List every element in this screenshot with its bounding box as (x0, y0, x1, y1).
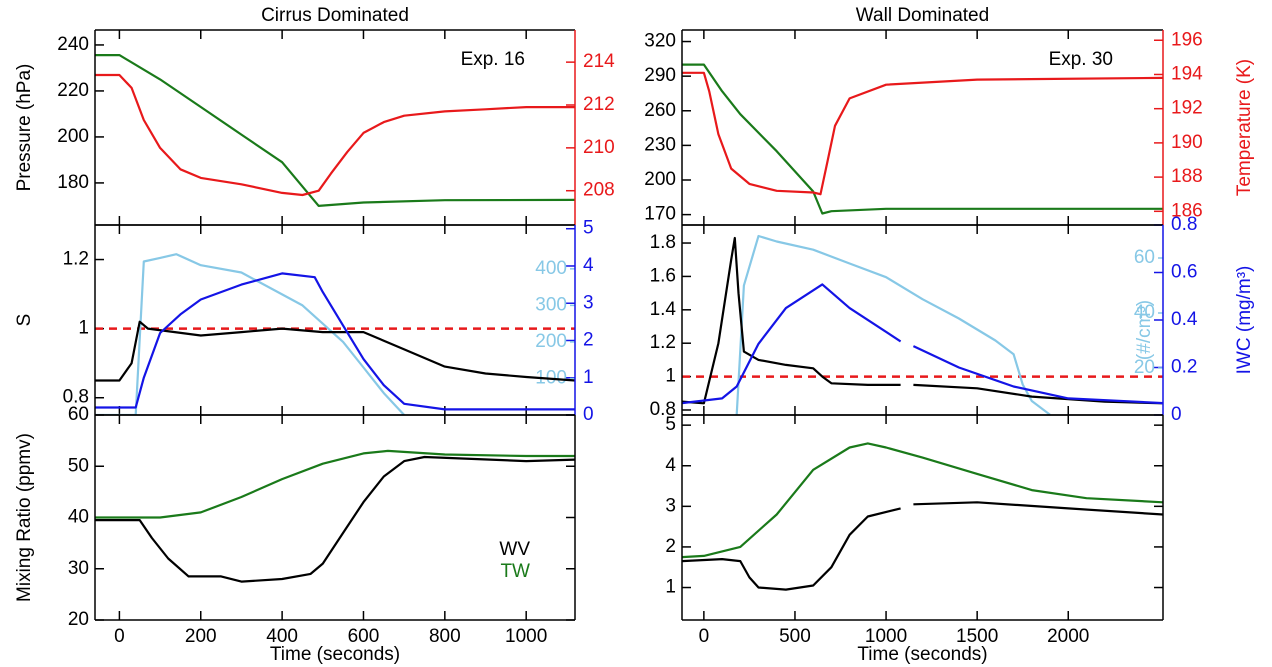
y-tick-label: 30 (68, 558, 89, 579)
y-tick-label: 180 (57, 172, 89, 193)
x-tick-label: 1000 (865, 626, 907, 647)
data-line (682, 501, 1163, 591)
data-line (95, 449, 575, 519)
y-tick-label: 40 (68, 507, 89, 528)
y-tick-label: 170 (644, 204, 676, 225)
x-tick-label: 0 (699, 626, 710, 647)
y-tick-label: 50 (68, 455, 89, 476)
y2-tick-label: 0.8 (1171, 214, 1197, 235)
y-tick-label: 4 (665, 455, 676, 476)
x-tick-label: 400 (266, 626, 298, 647)
y2-tick-label: 0.2 (1171, 357, 1197, 378)
data-line (95, 272, 575, 411)
y2-tick-label: 1 (583, 367, 594, 388)
y2-tick-label: 208 (583, 180, 615, 201)
y-tick-label: 1.4 (650, 299, 677, 320)
y-tick-label: 1.8 (650, 232, 676, 253)
x-tick-label: 1500 (956, 626, 998, 647)
data-line (95, 73, 575, 197)
x-tick-label: 0 (114, 626, 125, 647)
y2-tick-label: 186 (1171, 200, 1203, 221)
y2-tick-label: 0 (583, 404, 594, 425)
data-line (95, 455, 575, 583)
y2-tick-label: 0.4 (1171, 309, 1198, 330)
y-tick-label: 230 (644, 134, 676, 155)
data-line (735, 234, 1051, 415)
y-tick-label: 1.2 (650, 332, 676, 353)
data-line (682, 236, 1163, 405)
y2-tick-label: 4 (583, 255, 594, 276)
y-axis-label: Mixing Ratio (ppmv) (14, 433, 35, 602)
y3-tick-label: 60 (1134, 247, 1155, 268)
y2-axis-label: Temperature (K) (1234, 59, 1255, 196)
y3-axis-label: (#/cm³) (1134, 300, 1155, 360)
y-tick-label: 220 (57, 80, 89, 101)
y-axis-label: Pressure (hPa) (14, 64, 35, 192)
data-line (682, 442, 1163, 559)
legend-entry: TW (500, 561, 530, 582)
x-tick-label: 200 (185, 626, 217, 647)
data-line (682, 63, 1163, 215)
y-tick-label: 200 (644, 169, 676, 190)
y2-tick-label: 190 (1171, 132, 1203, 153)
x-tick-label: 1000 (505, 626, 547, 647)
x-tick-label: 2000 (1047, 626, 1089, 647)
x-axis-label: Time (seconds) (857, 644, 987, 665)
annotation: Exp. 30 (1049, 49, 1113, 70)
y2-tick-label: 0 (1171, 404, 1182, 425)
y3-tick-label: 300 (535, 294, 567, 315)
y-tick-label: 1 (665, 366, 676, 387)
y-tick-label: 1.2 (63, 249, 89, 270)
y-tick-label: 1 (78, 318, 89, 339)
y-tick-label: 60 (68, 404, 89, 425)
chart-title: Cirrus Dominated (261, 5, 409, 26)
y2-tick-label: 212 (583, 94, 615, 115)
x-axis-label: Time (seconds) (270, 644, 400, 665)
y2-tick-label: 188 (1171, 166, 1203, 187)
y-tick-label: 0.8 (63, 387, 89, 408)
annotation: Exp. 16 (461, 49, 525, 70)
y3-tick-label: 40 (1134, 302, 1155, 323)
y2-tick-label: 5 (583, 218, 594, 239)
data-line (95, 54, 575, 207)
y-tick-label: 260 (644, 100, 676, 121)
y-tick-label: 200 (57, 126, 89, 147)
y2-tick-label: 196 (1171, 29, 1203, 50)
chart-title: Wall Dominated (856, 5, 989, 26)
y-axis-label: S (14, 314, 35, 327)
y2-tick-label: 192 (1171, 98, 1203, 119)
y-tick-label: 20 (68, 609, 89, 630)
data-line (682, 71, 1163, 196)
y2-tick-label: 210 (583, 137, 615, 158)
y2-tick-label: 3 (583, 292, 594, 313)
x-tick-label: 600 (348, 626, 380, 647)
y-tick-label: 1.6 (650, 265, 676, 286)
x-tick-label: 500 (779, 626, 811, 647)
y-tick-label: 2 (665, 536, 676, 557)
y2-tick-label: 0.6 (1171, 262, 1197, 283)
y-tick-label: 290 (644, 65, 676, 86)
y2-tick-label: 2 (583, 330, 594, 351)
data-line (95, 320, 575, 382)
y3-tick-label: 20 (1134, 357, 1155, 378)
y-tick-label: 3 (665, 495, 676, 516)
data-line (682, 283, 1163, 405)
y-tick-label: 5 (665, 414, 676, 435)
x-tick-label: 800 (429, 626, 461, 647)
legend-entry: WV (499, 539, 530, 560)
y3-tick-label: 400 (535, 258, 567, 279)
y-tick-label: 0.8 (650, 399, 676, 420)
y3-tick-label: 200 (535, 331, 567, 352)
y2-tick-label: 194 (1171, 63, 1203, 84)
y-tick-label: 320 (644, 31, 676, 52)
y-tick-label: 240 (57, 34, 89, 55)
data-line (95, 253, 406, 415)
y2-tick-label: 214 (583, 51, 615, 72)
y-tick-label: 1 (665, 577, 676, 598)
y2-axis-label: IWC (mg/m³) (1234, 266, 1255, 375)
